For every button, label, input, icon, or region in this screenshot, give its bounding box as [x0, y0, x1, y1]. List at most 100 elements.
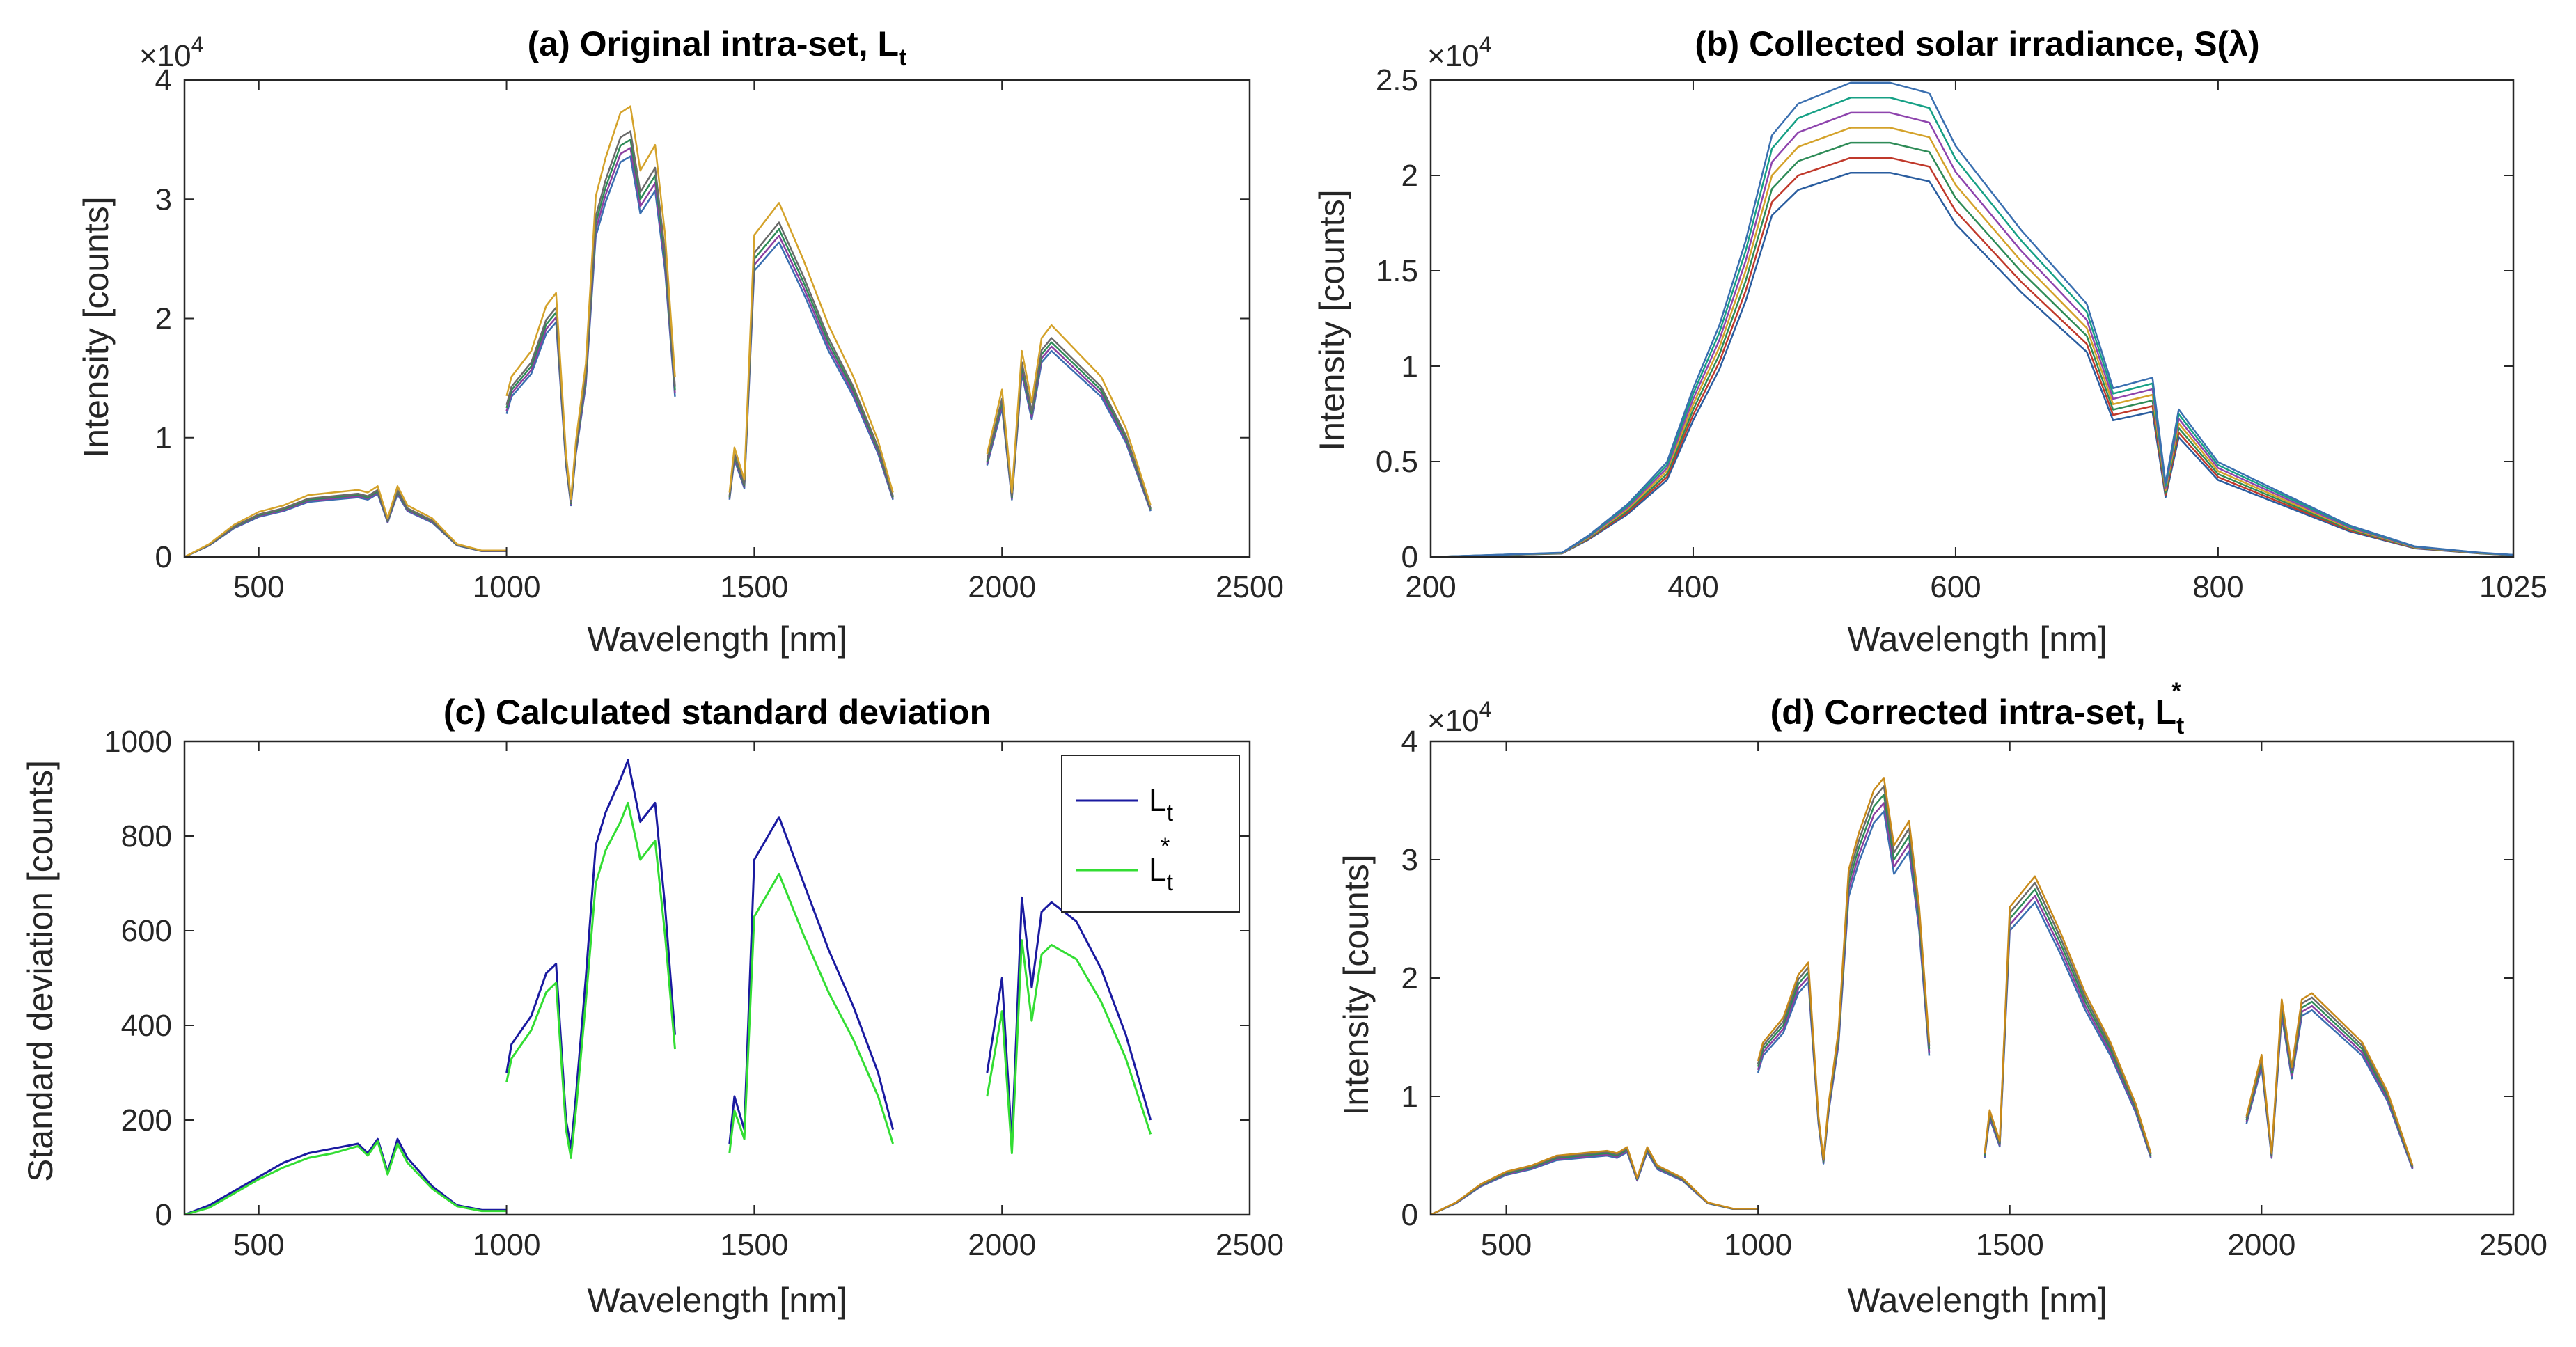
panel-a-series-vnir-seg0-line3: [184, 489, 507, 557]
panel-a-axes-box: [183, 79, 1251, 558]
panel-a-ylabel: Intensity [counts]: [77, 196, 116, 457]
panel-a-series-swir-seg2-line4: [986, 324, 1152, 506]
panel-c-series-lt-seg1-line0: [505, 759, 676, 1150]
panel-b-xtick-label: 400: [1667, 570, 1718, 604]
panel-a: (a) Original intra-set, Lt ×104 Intensit…: [77, 24, 906, 659]
panel-a-series-swir-seg1-line4: [728, 202, 894, 493]
panel-d-series-vnir-seg0-line2: [1431, 1149, 1759, 1215]
panel-c-xtick-label: 500: [233, 1228, 284, 1262]
panel-c-series-lt-star-seg2-line0: [728, 872, 895, 1153]
panel-d-xtick-label: 1000: [1724, 1228, 1792, 1262]
panel-d-ylabel: Intensity [counts]: [1337, 854, 1376, 1115]
legend-box: [1061, 755, 1240, 913]
panel-b-ytick-label: 0.5: [1376, 445, 1418, 479]
panel-a-series-swir-seg0-line3: [505, 130, 676, 503]
panel-c-xtick-label: 2000: [968, 1228, 1036, 1262]
panel-c-series-lt-seg2-line0: [728, 816, 895, 1144]
panel-d-series-vnir-seg0-line0: [1431, 1151, 1759, 1215]
panel-d-ytick-label: 2: [1401, 961, 1418, 995]
panel-c-series-lt-star-seg0-line0: [184, 1140, 507, 1215]
panel-a-series-swir-seg1-line3: [728, 221, 894, 497]
panel-c-ytick-label: 1000: [104, 725, 172, 759]
panel-b-ytick-label: 2.5: [1376, 63, 1418, 97]
panel-d-multiplier: ×104: [1427, 697, 1491, 738]
panel-a-plot: 500 1000 1500 2000 2500 0 1 2 3 4: [155, 63, 1284, 604]
panel-c-xtick-label: 2500: [1216, 1228, 1284, 1262]
panel-d-axes-box: [1429, 740, 2515, 1216]
panel-d-series-vnir-seg0-line4: [1431, 1146, 1759, 1215]
panel-c-ytick-label: 400: [121, 1009, 172, 1043]
panel-a-series-vnir-seg0-line2: [184, 490, 507, 557]
panel-d-ytick-label: 0: [1401, 1198, 1418, 1232]
panel-a-xtick-label: 2500: [1216, 570, 1284, 604]
panel-a-series-vnir-seg0-line4: [184, 485, 507, 557]
panel-d-series-vnir-seg0-line3: [1431, 1147, 1759, 1215]
panel-d-series-swir-seg2-line4: [2245, 992, 2414, 1166]
panel-d-series-swir-seg0-line0: [1757, 810, 1931, 1165]
panel-b-series-s-seg0-line2: [1431, 141, 2513, 557]
panel-b-series-s-seg0-line4: [1431, 111, 2513, 557]
panel-a-series-swir-seg0-line1: [505, 147, 676, 505]
panel-b-plot: 200 400 600 800 1025 0 0.5 1 1.5 2 2.5: [1376, 63, 2547, 604]
panel-c-plot: 500 1000 1500 2000 2500 0 200 400 600 800 1000: [104, 725, 1284, 1262]
panel-b-xlabel: Wavelength [nm]: [1847, 620, 2107, 659]
panel-b-multiplier: ×104: [1427, 32, 1491, 73]
panel-a-multiplier: ×104: [139, 32, 203, 73]
panel-d-title: (d) Corrected intra-set, Lt*: [1770, 678, 2185, 739]
panel-d-ytick-label: 3: [1401, 843, 1418, 877]
panel-c-series: [184, 759, 1152, 1215]
panel-d: (d) Corrected intra-set, Lt* ×104 Intens…: [1337, 678, 2184, 1320]
panel-a-xtick-label: 500: [233, 570, 284, 604]
panel-d-xtick-label: 500: [1481, 1228, 1532, 1262]
panel-d-ytick-label: 4: [1401, 725, 1418, 759]
panel-b-xtick-label: 600: [1930, 570, 1981, 604]
panel-c-legend: Lt Lt*: [1061, 755, 1240, 913]
panel-d-series-swir-seg1-line4: [1984, 875, 2152, 1153]
panel-d-plot: 500 1000 1500 2000 2500 0 1 2 3 4: [1401, 725, 2547, 1262]
panel-c-axes-box: [183, 740, 1251, 1216]
panel-d-series-vnir-seg0-line1: [1431, 1150, 1759, 1215]
panel-b-ytick-label: 1: [1401, 349, 1418, 384]
panel-c-series-lt-seg0-line0: [184, 1137, 507, 1215]
panel-c-xlabel: Wavelength [nm]: [587, 1281, 847, 1320]
panel-b-series-s-seg0-line1: [1431, 157, 2513, 557]
panel-c-ytick-label: 600: [121, 914, 172, 948]
panel-c-series-lt-seg3-line0: [986, 896, 1152, 1145]
panel-d-series-swir-seg0-line4: [1757, 777, 1931, 1160]
panel-d-xtick-label: 2500: [2479, 1228, 2547, 1262]
panel-d-xtick-label: 1500: [1976, 1228, 2044, 1262]
panel-a-ytick-label: 4: [155, 63, 172, 97]
panel-a-series-swir-seg0-line4: [505, 105, 676, 501]
panel-d-xtick-label: 2000: [2227, 1228, 2295, 1262]
panel-b-series-s-seg0-line0: [1431, 171, 2513, 557]
panel-a-series-swir-seg0-line0: [505, 155, 676, 507]
panel-a-xlabel: Wavelength [nm]: [587, 620, 847, 659]
panel-c: (c) Calculated standard deviation Standa…: [21, 693, 991, 1320]
panel-a-ytick-label: 0: [155, 540, 172, 574]
panel-c-series-lt-star-seg1-line0: [505, 801, 676, 1159]
panel-c-xtick-label: 1500: [720, 1228, 788, 1262]
panel-c-series-lt-star-seg3-line0: [986, 939, 1152, 1155]
panel-b-series-s-seg0-line5: [1431, 97, 2513, 557]
panel-a-ytick-label: 2: [155, 302, 172, 336]
panel-b-ytick-label: 1.5: [1376, 254, 1418, 288]
panel-b: (b) Collected solar irradiance, S(λ) ×10…: [1312, 24, 2260, 659]
panel-d-ytick-label: 1: [1401, 1080, 1418, 1114]
panel-b-ytick-label: 0: [1401, 540, 1418, 574]
panel-b-ylabel: Intensity [counts]: [1312, 189, 1351, 450]
panel-a-series: [184, 105, 1152, 557]
panel-b-xtick-label: 800: [2192, 570, 2243, 604]
panel-b-series-s-seg0-line6: [1431, 81, 2513, 557]
panel-d-xlabel: Wavelength [nm]: [1847, 1281, 2107, 1320]
legend-label-lt: Lt: [1149, 782, 1174, 826]
panel-a-title: (a) Original intra-set, Lt: [528, 24, 907, 71]
panel-b-xtick-label: 200: [1405, 570, 1456, 604]
panel-c-xtick-label: 1000: [473, 1228, 541, 1262]
panel-a-xtick-label: 1000: [473, 570, 541, 604]
panel-a-xtick-label: 2000: [968, 570, 1036, 604]
panel-b-ytick-label: 2: [1401, 159, 1418, 193]
panel-a-xtick-label: 1500: [720, 570, 788, 604]
panel-c-ytick-label: 0: [155, 1198, 172, 1232]
panel-b-title: (b) Collected solar irradiance, S(λ): [1695, 24, 2259, 63]
panel-b-series: [1431, 81, 2513, 557]
